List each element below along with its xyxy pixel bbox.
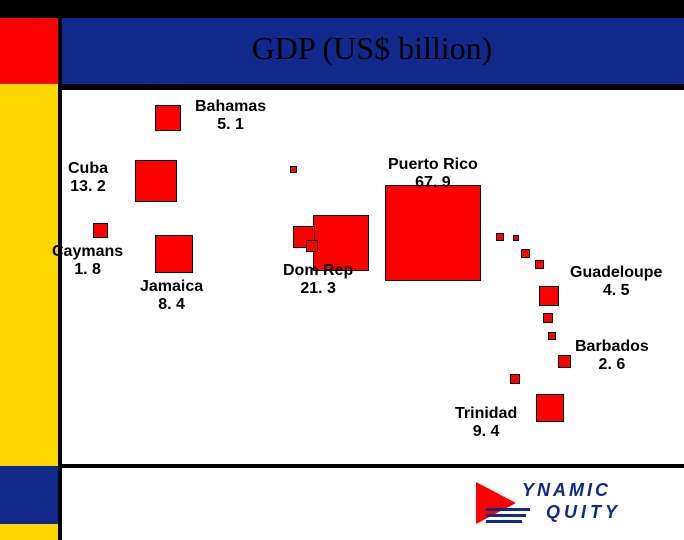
gdp-label: Dom Rep21. 3 — [283, 262, 353, 299]
gdp-square — [93, 223, 108, 238]
gdp-square-minor — [548, 332, 556, 340]
gdp-square — [539, 286, 559, 306]
gdp-square-minor — [496, 233, 504, 241]
gdp-label: Puerto Rico67. 9 — [388, 156, 478, 193]
gdp-label: Cuba13. 2 — [68, 160, 108, 197]
gdp-square-minor — [535, 260, 544, 269]
dynamic-equity-logo: YNAMIC QUITY — [476, 480, 666, 528]
logo-stripes-icon — [486, 508, 530, 523]
gdp-square — [155, 235, 193, 273]
gdp-square-minor — [521, 249, 530, 258]
gdp-square — [385, 185, 481, 281]
gdp-square-minor — [543, 313, 553, 323]
gdp-label: Jamaica8. 4 — [140, 278, 203, 315]
gdp-label: Barbados2. 6 — [575, 338, 649, 375]
chart-area: Bahamas5. 1 Cuba13. 2 Caymans1. 8 Jamaica8.… — [0, 0, 684, 540]
logo-line-bottom: QUITY — [546, 502, 621, 523]
gdp-square — [155, 105, 181, 131]
gdp-square-minor — [513, 235, 519, 241]
gdp-square-minor — [510, 374, 520, 384]
gdp-label: Caymans1. 8 — [52, 243, 123, 280]
gdp-label: Guadeloupe4. 5 — [570, 264, 662, 301]
slide-root: { "title": "GDP (US$ billion)", "title_f… — [0, 0, 684, 540]
gdp-square — [135, 160, 177, 202]
gdp-label: Trinidad9. 4 — [455, 405, 517, 442]
gdp-label: Bahamas5. 1 — [195, 98, 266, 135]
gdp-square-minor — [306, 240, 318, 252]
gdp-square — [558, 355, 571, 368]
gdp-square — [536, 394, 564, 422]
gdp-square-minor — [290, 166, 297, 173]
logo-line-top: YNAMIC — [522, 480, 611, 501]
